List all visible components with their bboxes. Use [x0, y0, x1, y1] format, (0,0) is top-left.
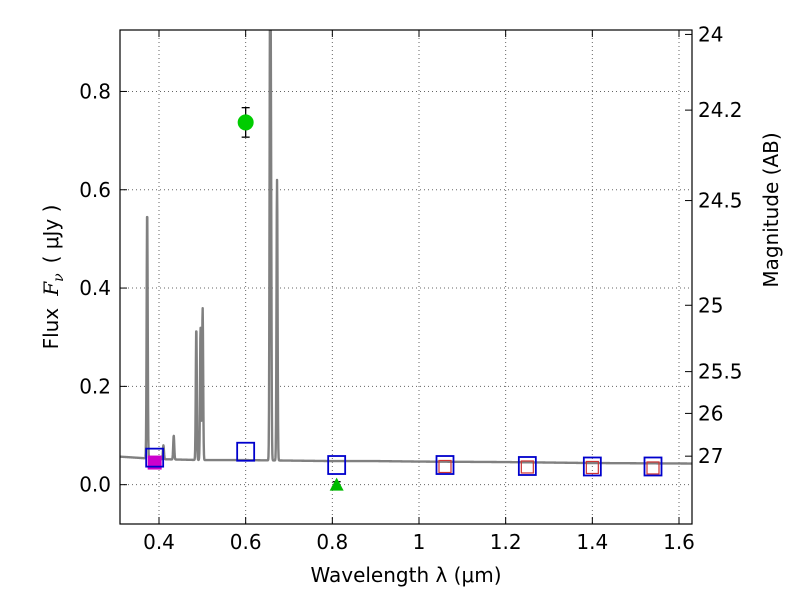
- model-point: [517, 456, 537, 476]
- model-point: [643, 456, 663, 477]
- axis-ticks: 0.4 0.6 0.8 1 1.2 1.4 1.6 0.0 0.2 0.4 0.6 0.8 24 24.2…: [79, 22, 742, 554]
- x-tick-label: 0.6: [230, 530, 262, 554]
- observed-point-nir-1: [438, 459, 452, 474]
- x-tick-label: 1.2: [490, 530, 522, 554]
- x-tick-label: 1: [413, 530, 426, 554]
- grid-lines: [120, 30, 692, 524]
- y-tick-label: 0.2: [79, 374, 111, 398]
- model-point: [236, 441, 256, 462]
- y-axis-title-subscript: ν: [51, 273, 67, 282]
- observed-point-nir-4: [646, 461, 660, 475]
- model-point: [582, 456, 602, 477]
- observed-point-optical-v: [237, 107, 254, 138]
- y2-tick-label: 25.5: [698, 360, 743, 384]
- x-tick-label: 0.4: [143, 530, 175, 554]
- observed-marker: [329, 477, 344, 491]
- y-axis-title-main: Flux: [39, 308, 63, 350]
- y2-tick-label: 24: [698, 22, 723, 46]
- y2-tick-label: 25: [698, 293, 723, 317]
- y2-tick-label: 26: [698, 401, 723, 425]
- observed-marker: [646, 461, 660, 475]
- plot-frame: [119, 29, 693, 525]
- plot-content: [120, 30, 692, 491]
- y-axis-title-symbol: F: [39, 281, 63, 297]
- observed-marker: [585, 460, 599, 475]
- y2-tick-label: 24.5: [698, 189, 743, 213]
- observed-marker: [520, 460, 534, 474]
- spectrum-line: [120, 30, 692, 465]
- y-axis-title-unit: ( μJy ): [39, 205, 63, 264]
- x-axis-title: Wavelength λ (μm): [310, 563, 501, 587]
- observed-marker: [237, 114, 254, 131]
- y-axis-title: Flux Fν ( μJy ): [39, 205, 67, 350]
- y-tick-label: 0.6: [79, 178, 111, 202]
- observed-point-nir-3: [585, 460, 599, 475]
- observed-point-nir-2: [520, 460, 534, 474]
- model-point: [327, 455, 347, 475]
- y2-tick-label: 27: [698, 444, 723, 468]
- observed-marker: [438, 459, 452, 474]
- observed-point-optical-i: [329, 477, 344, 491]
- y2-axis-title: Magnitude (AB): [759, 132, 783, 287]
- y-tick-label: 0.4: [79, 276, 111, 300]
- model-point: [145, 447, 165, 468]
- model-point: [435, 455, 455, 475]
- x-tick-label: 0.8: [316, 530, 348, 554]
- y2-tick-label: 24.2: [698, 98, 743, 122]
- y-tick-label: 0.0: [79, 473, 111, 497]
- x-tick-label: 1.4: [576, 530, 608, 554]
- y-tick-label: 0.8: [79, 79, 111, 103]
- x-tick-label: 1.6: [663, 530, 695, 554]
